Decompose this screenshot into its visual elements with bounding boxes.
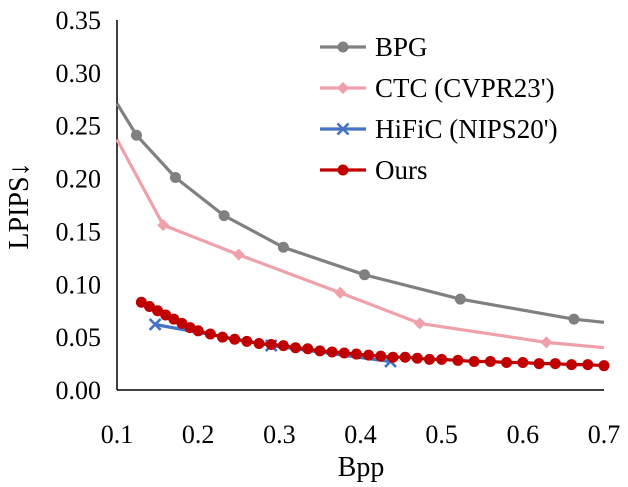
data-point bbox=[436, 353, 448, 365]
x-tick-label: 0.4 bbox=[344, 420, 377, 449]
legend: BPG CTC (CVPR23') HiFiC (NIPS20') Ours bbox=[320, 32, 558, 185]
data-point bbox=[277, 340, 289, 352]
legend-label: Ours bbox=[375, 155, 428, 185]
legend-item: HiFiC (NIPS20') bbox=[320, 114, 558, 144]
marker-stroke bbox=[336, 122, 350, 136]
x-tick-label: 0.6 bbox=[507, 420, 540, 449]
data-point bbox=[540, 336, 553, 349]
y-tick-labels: 0.00 0.05 0.10 0.15 0.20 0.25 0.30 0.35 bbox=[56, 6, 102, 405]
data-point bbox=[152, 305, 164, 317]
data-point bbox=[148, 318, 162, 331]
data-point bbox=[130, 129, 142, 141]
x-tick-labels: 0.1 0.2 0.3 0.4 0.5 0.6 0.7 bbox=[101, 420, 621, 449]
x-tick-label: 0.2 bbox=[182, 420, 215, 449]
x-axis-title: Bpp bbox=[338, 452, 385, 483]
y-tick-label: 0.35 bbox=[56, 6, 102, 35]
data-point bbox=[533, 358, 545, 370]
data-point bbox=[290, 342, 302, 354]
data-point bbox=[350, 348, 362, 360]
y-tick-label: 0.15 bbox=[56, 217, 102, 246]
data-point bbox=[192, 325, 204, 337]
data-point bbox=[169, 172, 181, 184]
data-point bbox=[484, 355, 496, 367]
data-point bbox=[217, 331, 229, 343]
data-point bbox=[241, 335, 253, 347]
y-tick-label: 0.00 bbox=[56, 376, 102, 405]
data-point bbox=[229, 333, 241, 345]
marker-stroke bbox=[148, 318, 162, 331]
data-point bbox=[176, 317, 188, 329]
y-tick-label: 0.10 bbox=[56, 270, 102, 299]
data-point bbox=[582, 359, 594, 371]
data-point bbox=[232, 248, 245, 261]
data-point bbox=[338, 347, 350, 359]
data-point bbox=[468, 355, 480, 367]
data-point bbox=[277, 241, 289, 253]
data-point bbox=[218, 210, 230, 222]
y-tick-label: 0.20 bbox=[56, 165, 102, 194]
y-tick-label: 0.05 bbox=[56, 323, 102, 352]
data-point bbox=[363, 349, 375, 361]
data-point bbox=[265, 339, 277, 351]
data-point bbox=[375, 350, 387, 362]
y-tick-label: 0.25 bbox=[56, 112, 102, 141]
legend-item: CTC (CVPR23') bbox=[320, 73, 555, 103]
x-tick-label: 0.7 bbox=[588, 420, 621, 449]
x-tick-label: 0.3 bbox=[263, 420, 296, 449]
legend-marker bbox=[337, 41, 349, 53]
data-point bbox=[549, 358, 561, 370]
data-point bbox=[413, 317, 426, 330]
legend-label: BPG bbox=[375, 32, 428, 62]
data-point bbox=[399, 351, 411, 363]
data-point bbox=[359, 269, 371, 281]
data-point bbox=[501, 357, 513, 369]
legend-label: CTC (CVPR23') bbox=[375, 73, 555, 103]
data-point bbox=[452, 354, 464, 366]
y-axis-title: LPIPS↓ bbox=[4, 162, 35, 249]
data-point bbox=[253, 337, 265, 349]
data-point bbox=[517, 357, 529, 369]
plot-series bbox=[115, 102, 610, 372]
data-point bbox=[204, 328, 216, 340]
data-point bbox=[566, 359, 578, 371]
series-ctc-cvpr23 bbox=[115, 138, 605, 350]
data-point bbox=[454, 293, 466, 305]
legend-marker bbox=[337, 82, 349, 94]
legend-marker bbox=[337, 164, 349, 176]
data-point bbox=[387, 351, 399, 363]
series-ours bbox=[135, 296, 610, 372]
legend-marker bbox=[336, 122, 350, 136]
legend-item: Ours bbox=[320, 155, 428, 185]
legend-label: HiFiC (NIPS20') bbox=[375, 114, 558, 144]
series-bpg bbox=[115, 102, 605, 325]
data-point bbox=[168, 313, 180, 325]
y-tick-label: 0.30 bbox=[56, 59, 102, 88]
data-point bbox=[598, 360, 610, 372]
data-point bbox=[135, 296, 147, 308]
data-point bbox=[568, 313, 580, 325]
data-point bbox=[423, 353, 435, 365]
data-point bbox=[411, 352, 423, 364]
data-point bbox=[326, 346, 338, 358]
data-point bbox=[302, 343, 314, 355]
data-point bbox=[334, 286, 347, 299]
data-point bbox=[143, 300, 155, 312]
data-point bbox=[157, 219, 170, 232]
axes bbox=[116, 20, 604, 391]
x-tick-label: 0.1 bbox=[101, 420, 134, 449]
x-tick-label: 0.5 bbox=[425, 420, 458, 449]
data-point bbox=[160, 309, 172, 321]
data-point bbox=[314, 345, 326, 357]
legend-item: BPG bbox=[320, 32, 428, 62]
